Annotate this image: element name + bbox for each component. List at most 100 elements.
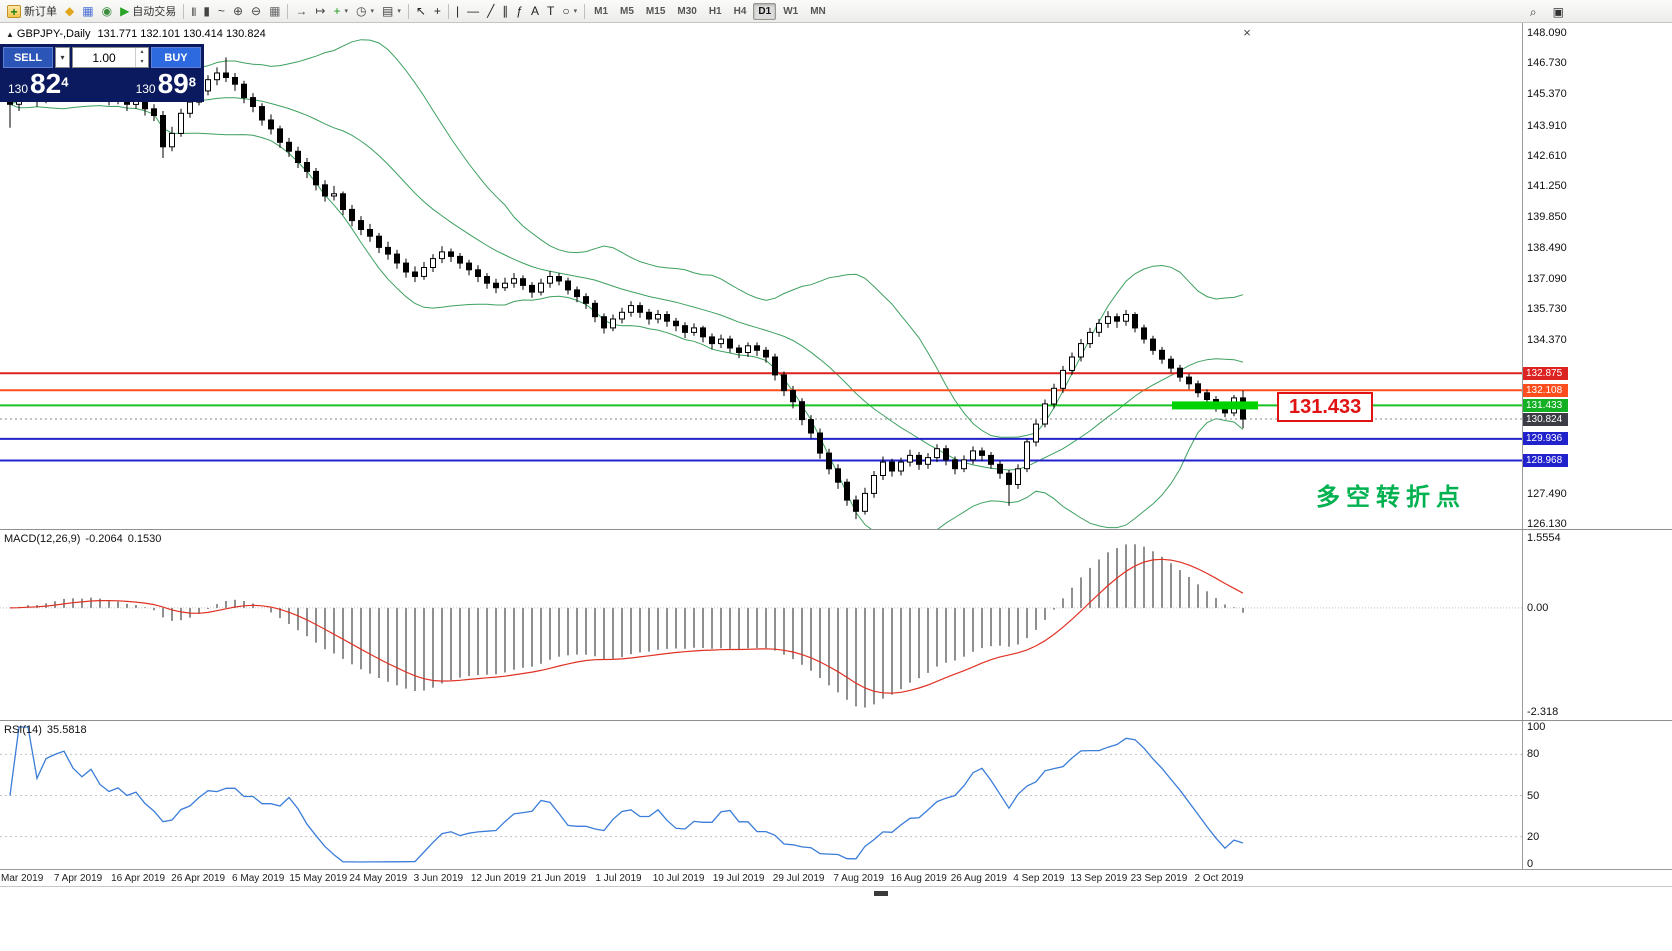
label-button[interactable]: T [543,2,558,21]
price-tag-130.824: 130.824 [1523,412,1568,426]
navigator-button[interactable]: ◉ [98,2,116,21]
price-axis-label: 143.910 [1527,120,1567,133]
timeframe-m15-button[interactable]: M15 [645,5,666,17]
candlestick-chart-button[interactable]: ▮ [199,2,214,21]
magnifier-icon: ⌕ [1529,4,1537,19]
shapes-icon: ○ [562,4,570,18]
date-axis-label: 7 Apr 2019 [53,873,103,884]
macd-panel: MACD(12,26,9) -0.2064 0.1530 1.5554 0.00 -2.… [0,529,1672,720]
timeframe-m5-button[interactable]: M5 [620,5,634,17]
timeframe-w1-button[interactable]: W1 [783,5,799,17]
channel-button[interactable]: ∥ [498,2,512,21]
templates-button[interactable]: ▤ ▾ [378,2,405,21]
bar-chart-button[interactable]: ||| [187,2,199,21]
plus-icon: + [333,4,341,18]
timeframe-m30-button[interactable]: M30 [677,5,697,17]
crosshair-button[interactable]: + [430,2,445,21]
macd-value: -0.2064 [85,533,123,545]
price-axis-label: 139.850 [1527,211,1567,224]
tile-windows-button[interactable]: ▦ [265,2,284,21]
date-axis-label: 29 Jul 2019 [772,873,825,884]
chart-symbol-period: GBPJPY-,Daily [16,28,91,40]
macd-axis-border [1522,530,1523,720]
chevron-down-icon: ▾ [573,8,578,15]
auto-scroll-button[interactable]: → [291,2,311,21]
macd-axis-label: 0.00 [1527,601,1549,614]
buy-button[interactable]: BUY [151,47,201,68]
sell-price[interactable]: 130824 [8,70,68,99]
volume-input[interactable] [73,48,135,67]
rsi-label: RSI(14) 35.5818 [4,724,92,736]
price-axis-label: 146.730 [1527,57,1567,70]
horizontal-scrollbar-thumb[interactable] [874,891,888,896]
volume-dropdown-button[interactable]: ▾ [55,47,70,68]
shapes-button[interactable]: ○ ▾ [558,2,581,21]
horizontal-line-button[interactable]: ― [463,2,483,21]
indicators-button[interactable]: + ▾ [329,2,352,21]
chevron-down-icon: ▾ [397,8,401,15]
sell-price-main: 130 [8,82,29,96]
chart-ohlc-values: 131.771 132.101 130.414 130.824 [97,28,266,40]
date-axis-label: 2 Oct 2019 [1194,873,1244,884]
autotrading-button[interactable]: ▶ 自动交易 [116,2,180,21]
chevron-down-icon: ▾ [60,53,65,62]
market-watch-button[interactable]: ▦ [78,2,97,21]
volume-increase-button[interactable]: ▴ [140,49,144,55]
candlestick-chart[interactable] [0,23,1522,529]
time-axis[interactable]: 8 Mar 2019 7 Apr 2019 16 Apr 2019 26 Apr 20… [0,869,1672,887]
line-chart-button[interactable]: ~ [214,2,229,21]
timeframe-h4-button[interactable]: H4 [733,5,747,17]
buy-price[interactable]: 130898 [136,70,196,99]
date-axis-label: 10 Jul 2019 [652,873,705,884]
date-axis-label: 26 Aug 2019 [950,873,1007,884]
trendline-button[interactable]: ╱ [483,2,498,21]
sell-button[interactable]: SELL [3,47,53,68]
autotrading-button-label: 自动交易 [132,6,177,18]
zoom-in-button[interactable]: ⊕ [229,2,247,21]
price-axis-label: 127.490 [1527,487,1567,500]
search-button[interactable]: ⌕ [1526,2,1541,21]
buy-price-pips: 89 [157,68,189,99]
cursor-button[interactable]: ↖ [412,2,430,21]
rsi-axis-label: 50 [1527,789,1540,802]
rsi-axis-label: 80 [1527,748,1540,761]
chevron-down-icon: ▾ [344,8,348,15]
timeframe-h1-button[interactable]: H1 [708,5,722,17]
macd-axis-label: -2.318 [1527,706,1559,718]
chart-shift-button[interactable]: ↦ [311,2,329,21]
new-order-button[interactable]: + 新订单 [3,2,61,21]
macd-chart[interactable] [0,530,1522,720]
toolbar-separator [447,3,449,19]
toolbar-separator [407,3,409,19]
window-grid-icon: ▦ [82,4,94,18]
chart-close-button[interactable]: × [1243,25,1251,40]
rsi-axis-label: 20 [1527,830,1540,843]
toolbar-separator [183,3,185,19]
timeframe-mn-button[interactable]: MN [810,5,826,17]
buy-price-point: 8 [188,74,196,90]
date-axis-label: 24 May 2019 [349,873,408,884]
date-axis-label: 3 Jun 2019 [413,873,464,884]
zoom-out-button[interactable]: ⊖ [247,2,265,21]
volume-decrease-button[interactable]: ▾ [140,58,144,65]
price-chart-panel: ▲ GBPJPY-,Daily 131.771 132.101 130.414 13… [0,23,1672,530]
grid-icon: ▦ [269,4,281,18]
periods-button[interactable]: ◷ ▾ [352,2,378,21]
arrange-windows-button[interactable]: ▣ [1549,2,1568,21]
price-tag-131.433: 131.433 [1523,398,1568,412]
text-button[interactable]: A [527,2,543,21]
price-callout-label[interactable]: 131.433 [1277,392,1374,422]
price-axis-border [1522,23,1523,529]
fibonacci-button[interactable]: ƒ [512,2,527,21]
metaeditor-button[interactable]: ◆ [61,2,78,21]
timeframe-m1-button[interactable]: M1 [594,5,609,17]
rsi-chart[interactable] [0,721,1522,869]
timeframe-d1-button[interactable]: D1 [753,2,777,20]
date-axis-label: 23 Sep 2019 [1130,873,1188,884]
price-tag-132.875: 132.875 [1523,366,1568,380]
channel-icon: ∥ [502,4,509,18]
vertical-line-button[interactable]: | [452,2,463,21]
text-icon: A [530,4,539,18]
price-axis-label: 137.090 [1527,272,1567,285]
date-axis-label: 19 Jul 2019 [712,873,765,884]
